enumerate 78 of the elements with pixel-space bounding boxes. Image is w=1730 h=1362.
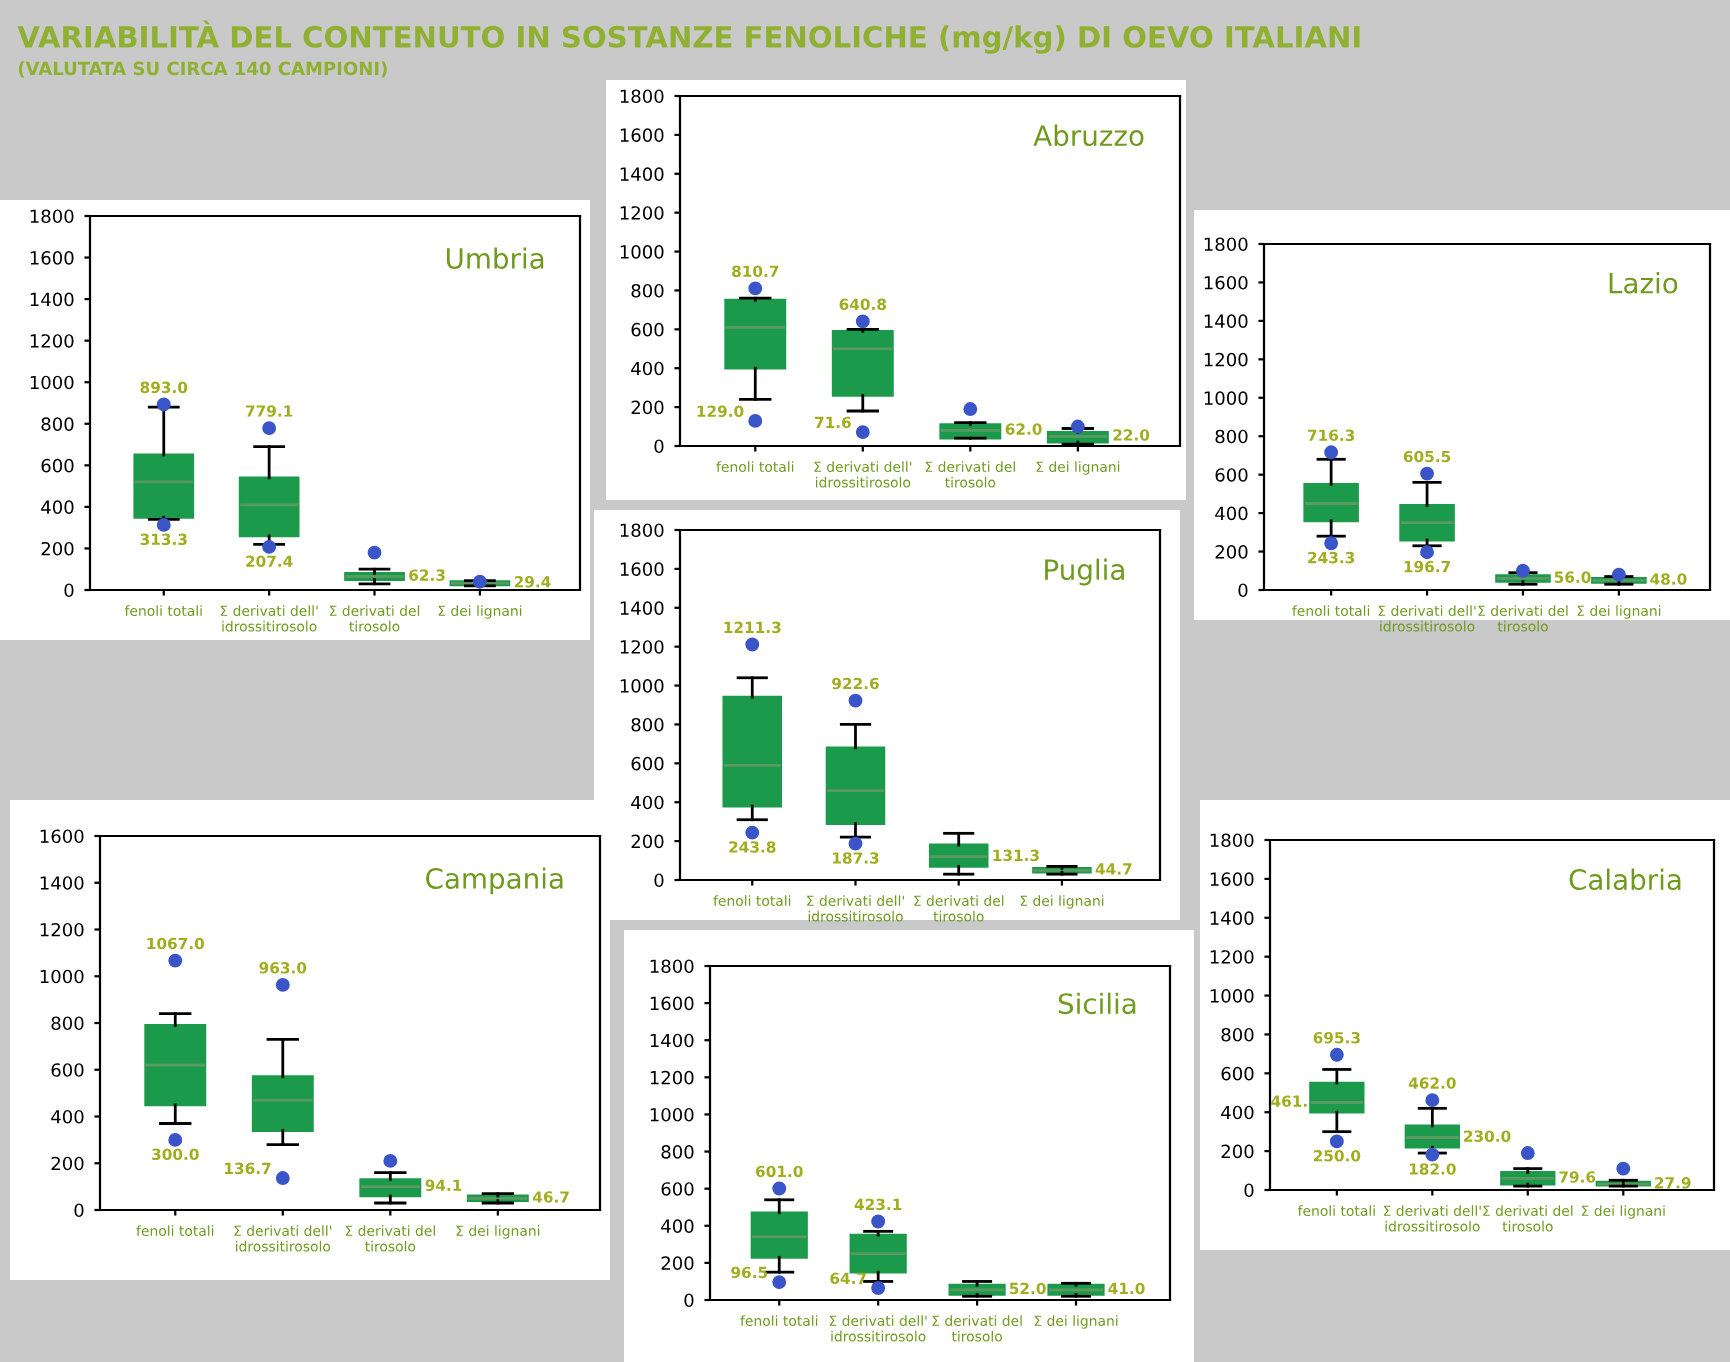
y-tick-label: 1800: [1210, 833, 1254, 848]
y-tick-label: 1800: [620, 89, 664, 104]
y-tick-label: 0: [654, 439, 664, 454]
y-tick-label: 800: [41, 417, 74, 431]
y-tick-label: 1400: [650, 1033, 694, 1048]
y-tick-label: 1400: [620, 601, 664, 615]
y-tick-label: 600: [41, 458, 74, 473]
y-tick-label: 1600: [650, 996, 694, 1011]
y-tick-label: 1600: [620, 128, 664, 143]
y-tick-label: 1000: [1204, 391, 1248, 405]
y-tick-label: 200: [1221, 1144, 1254, 1159]
y-tick-label: 1000: [620, 245, 664, 259]
text: (VALUTATA SU CIRCA 140 CAMPIONI): [18, 61, 387, 78]
y-tick-label: 200: [631, 834, 664, 849]
y-tick-label: 1400: [40, 876, 84, 890]
y-tick-label: 1000: [30, 375, 74, 390]
y-tick-label: 800: [661, 1145, 694, 1159]
y-tick-label: 1400: [1210, 911, 1254, 925]
y-tick-label: 200: [51, 1156, 84, 1171]
y-tick-label: 1200: [650, 1070, 694, 1085]
y-tick-label: 200: [661, 1256, 694, 1271]
y-tick-label: 400: [41, 500, 74, 515]
y-tick-label: 1600: [620, 562, 664, 577]
y-tick-label: 1600: [30, 251, 74, 265]
y-tick-label: 1400: [620, 167, 664, 181]
y-tick-label: 1200: [620, 206, 664, 220]
text: Abruzzo: [1033, 124, 1144, 147]
y-tick-label: 0: [684, 1293, 694, 1308]
y-tick-label: 1600: [1204, 275, 1248, 290]
y-tick-label: 1800: [1204, 237, 1248, 252]
y-tick-label: 400: [51, 1109, 84, 1124]
y-tick-label: 600: [631, 322, 664, 337]
y-tick-label: 1800: [30, 209, 74, 224]
y-tick-label: 0: [64, 583, 74, 598]
y-tick-label: 800: [1215, 429, 1248, 444]
y-tick-label: 0: [74, 1203, 84, 1218]
y-tick-label: 400: [661, 1219, 694, 1233]
y-tick-label: 600: [631, 756, 664, 771]
text: Umbria: [446, 247, 544, 269]
y-tick-label: 1200: [1204, 352, 1248, 367]
y-tick-label: 600: [661, 1182, 694, 1196]
y-tick-label: 600: [51, 1063, 84, 1077]
y-tick-label: 0: [654, 873, 664, 888]
text: Calabria: [1569, 868, 1681, 891]
y-tick-label: 600: [1215, 468, 1248, 482]
text: VARIABILITÀ DEL CONTENUTO IN SOSTANZE FENOLICHE (mg/kg) DI OEVO ITALIANI: [17, 20, 1360, 54]
y-tick-label: 200: [631, 400, 664, 415]
y-tick-label: 1000: [40, 969, 84, 984]
y-tick-label: 0: [1244, 1183, 1254, 1198]
y-tick-label: 800: [51, 1016, 84, 1031]
y-tick-label: 1600: [1210, 872, 1254, 887]
y-tick-label: 200: [41, 541, 74, 556]
y-tick-label: 1400: [1204, 314, 1248, 329]
y-tick-label: 1000: [1210, 989, 1254, 1003]
y-tick-label: 400: [631, 795, 664, 810]
y-tick-label: 400: [1215, 506, 1248, 521]
y-tick-label: 400: [1221, 1105, 1254, 1120]
y-tick-label: 1400: [30, 292, 74, 307]
y-tick-label: 400: [631, 361, 664, 376]
y-tick-label: 0: [1238, 583, 1248, 598]
y-tick-label: 800: [631, 717, 664, 732]
y-tick-label: 800: [1221, 1027, 1254, 1042]
y-tick-label: 1200: [620, 640, 664, 654]
y-tick-label: 1200: [30, 334, 74, 348]
y-tick-label: 1200: [40, 922, 84, 937]
y-tick-label: 1200: [1210, 950, 1254, 964]
text: Lazio: [1609, 272, 1678, 294]
y-tick-label: 200: [1215, 545, 1248, 559]
text: Campania: [426, 867, 563, 895]
y-tick-label: 1800: [650, 959, 694, 974]
text: Sicilia: [1058, 992, 1136, 1015]
y-tick-label: 800: [631, 283, 664, 298]
y-tick-label: 1000: [620, 679, 664, 693]
y-tick-label: 600: [1221, 1066, 1254, 1081]
y-tick-label: 1000: [650, 1107, 694, 1122]
text: Puglia: [1045, 558, 1124, 586]
y-tick-label: 1800: [620, 523, 664, 538]
y-tick-label: 1600: [40, 829, 84, 844]
